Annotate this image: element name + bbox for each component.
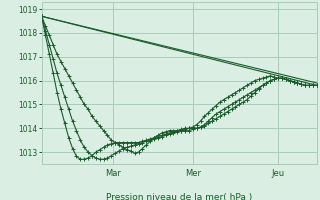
Text: Jeu: Jeu — [272, 169, 285, 178]
Text: Pression niveau de la mer( hPa ): Pression niveau de la mer( hPa ) — [106, 193, 252, 200]
Text: Mer: Mer — [185, 169, 201, 178]
Text: Mar: Mar — [105, 169, 121, 178]
